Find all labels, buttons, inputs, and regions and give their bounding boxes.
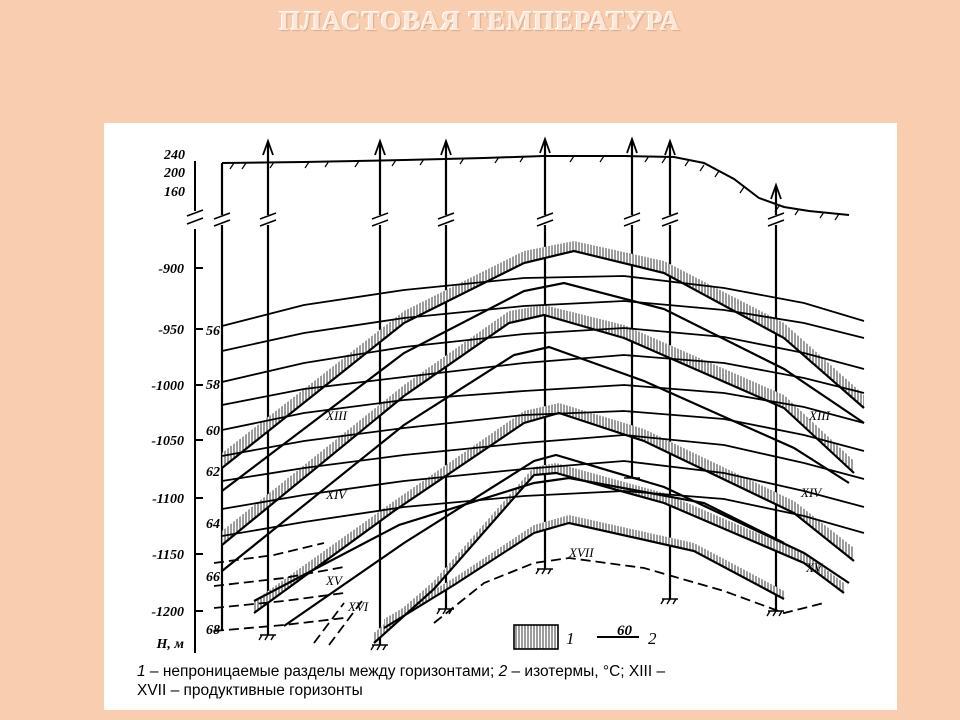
depth-tick-1050: -1050: [151, 434, 184, 449]
horizon-label-xiii-left: XIII: [325, 408, 348, 423]
legend-hatch-swatch: [513, 624, 559, 650]
isotherm-label-66: 66: [206, 570, 220, 585]
elevation-label-240: 240: [163, 148, 185, 163]
depth-axis: [186, 161, 204, 653]
geologic-cross-section-figure: 240 200 160 -900 -950 -1000 -1050 -1100 …: [104, 123, 897, 710]
depth-tick-900: -900: [158, 262, 184, 277]
horizon-label-xv-left: XV: [325, 573, 344, 588]
caption-line-2: XVII – продуктивные горизонты: [137, 682, 363, 699]
depth-tick-1100: -1100: [152, 492, 184, 507]
horizon-label-xvii: XVII: [568, 545, 594, 560]
isotherm-label-58: 58: [206, 378, 220, 393]
well-1: [213, 163, 231, 631]
legend-item-1-number: 1: [566, 629, 575, 648]
caption-part-2: – изотермы, °С; XIII –: [507, 663, 666, 680]
page-title: ПЛАСТОВАЯ ТЕМПЕРАТУРА: [279, 6, 681, 36]
depth-axis-unit: H, м: [156, 637, 185, 652]
horizon-labels: XIII XIII XIV XIV XV XV XVI XVII: [325, 408, 831, 614]
depth-tick-950: -950: [158, 323, 184, 338]
well-5: [535, 136, 554, 575]
dashed-contours: [213, 542, 825, 646]
caption-part-1: – непроницаемые разделы между горизонтам…: [145, 663, 499, 680]
legend-item-2-value: 60: [617, 623, 633, 639]
horizon-label-xiv-right: XIV: [800, 485, 823, 500]
isotherm-label-62: 62: [206, 465, 220, 480]
elevation-label-160: 160: [164, 185, 185, 200]
legend-item-2-number: 2: [648, 629, 657, 648]
figure-caption: 1 – непроницаемые разделы между горизонт…: [137, 662, 877, 700]
cross-section-diagram: 240 200 160 -900 -950 -1000 -1050 -1100 …: [151, 136, 865, 653]
depth-tick-1000: -1000: [151, 379, 184, 394]
isotherm-label-60: 60: [206, 424, 220, 439]
elevation-labels: 240 200 160: [163, 148, 185, 200]
ground-surface: [221, 155, 850, 221]
isotherms: [221, 275, 865, 537]
well-3: [370, 138, 389, 651]
horizon-label-xiv-left: XIV: [325, 487, 348, 502]
isotherm-label-68: 68: [206, 623, 220, 638]
horizon-label-xv-right: XV: [805, 560, 824, 575]
caption-number-1: 1: [137, 663, 146, 680]
well-4: [436, 138, 455, 615]
impermeable-partitions: [222, 241, 864, 643]
caption-number-2: 2: [498, 663, 508, 680]
well-2: [258, 138, 277, 641]
well-7: [660, 138, 679, 605]
elevation-label-200: 200: [163, 166, 185, 181]
horizon-label-xiii-right: XIII: [808, 408, 831, 423]
isotherm-label-64: 64: [206, 517, 220, 532]
horizon-boundaries: [221, 249, 865, 644]
depth-tick-labels: -900 -950 -1000 -1050 -1100 -1150 -1200 …: [151, 262, 184, 652]
horizon-label-xvi: XVI: [347, 599, 369, 614]
depth-tick-1150: -1150: [152, 548, 184, 563]
isotherm-labels: 56 58 60 62 64 66 68: [206, 324, 220, 638]
isotherm-label-56: 56: [206, 324, 220, 339]
legend: 1 60 2: [513, 623, 657, 650]
depth-tick-1200: -1200: [151, 605, 184, 620]
